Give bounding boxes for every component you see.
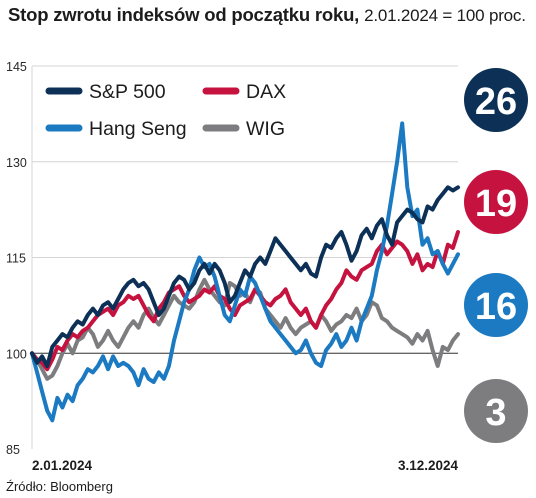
grid xyxy=(31,65,458,449)
y-tick-label: 130 xyxy=(6,156,27,170)
series-line-s-p-500 xyxy=(30,185,460,368)
chart-subtitle: 2.01.2024 = 100 proc. xyxy=(364,6,526,25)
series-line-hang-seng xyxy=(30,121,460,423)
chart-title-main: Stop zwrotu indeksów od początku roku, xyxy=(8,4,360,25)
series-line-dax xyxy=(30,230,460,372)
final-value-badges: 26 19 16 3 xyxy=(464,68,528,443)
badge-circle-s-p-500 xyxy=(464,68,528,132)
legend-label-hang-seng: Hang Seng xyxy=(89,118,187,140)
badge-circle-wig xyxy=(464,379,528,443)
x-tick-label: 2.01.2024 xyxy=(32,458,93,473)
x-axis: 2.01.2024 3.12.2024 xyxy=(32,458,458,473)
series-lines xyxy=(30,121,460,423)
badge-value-wig: 3 xyxy=(485,392,506,434)
y-tick-label: 85 xyxy=(6,443,20,457)
badge-circle-hang-seng xyxy=(464,273,528,337)
legend-label-wig: WIG xyxy=(246,118,285,140)
y-tick-label: 100 xyxy=(6,347,27,361)
y-tick-label: 145 xyxy=(6,60,27,74)
legend-label-dax: DAX xyxy=(246,81,286,103)
badge-value-dax: 19 xyxy=(475,183,517,225)
x-tick-label: 3.12.2024 xyxy=(398,458,459,473)
legend: S&P 500 DAX Hang Seng WIG xyxy=(45,81,286,140)
y-tick-label: 115 xyxy=(6,252,26,266)
badge-value-hang-seng: 16 xyxy=(475,286,517,328)
source-note: Źródło: Bloomberg xyxy=(6,479,113,494)
legend-label-s-p-500: S&P 500 xyxy=(89,81,166,103)
chart-title: Stop zwrotu indeksów od początku roku, 2… xyxy=(8,3,526,28)
badge-value-s-p-500: 26 xyxy=(475,81,517,123)
y-axis: 85 100 115 130 145 xyxy=(6,60,27,457)
badge-circle-dax xyxy=(464,170,528,234)
